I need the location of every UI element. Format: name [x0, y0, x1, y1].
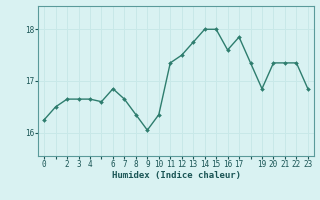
X-axis label: Humidex (Indice chaleur): Humidex (Indice chaleur)	[111, 171, 241, 180]
